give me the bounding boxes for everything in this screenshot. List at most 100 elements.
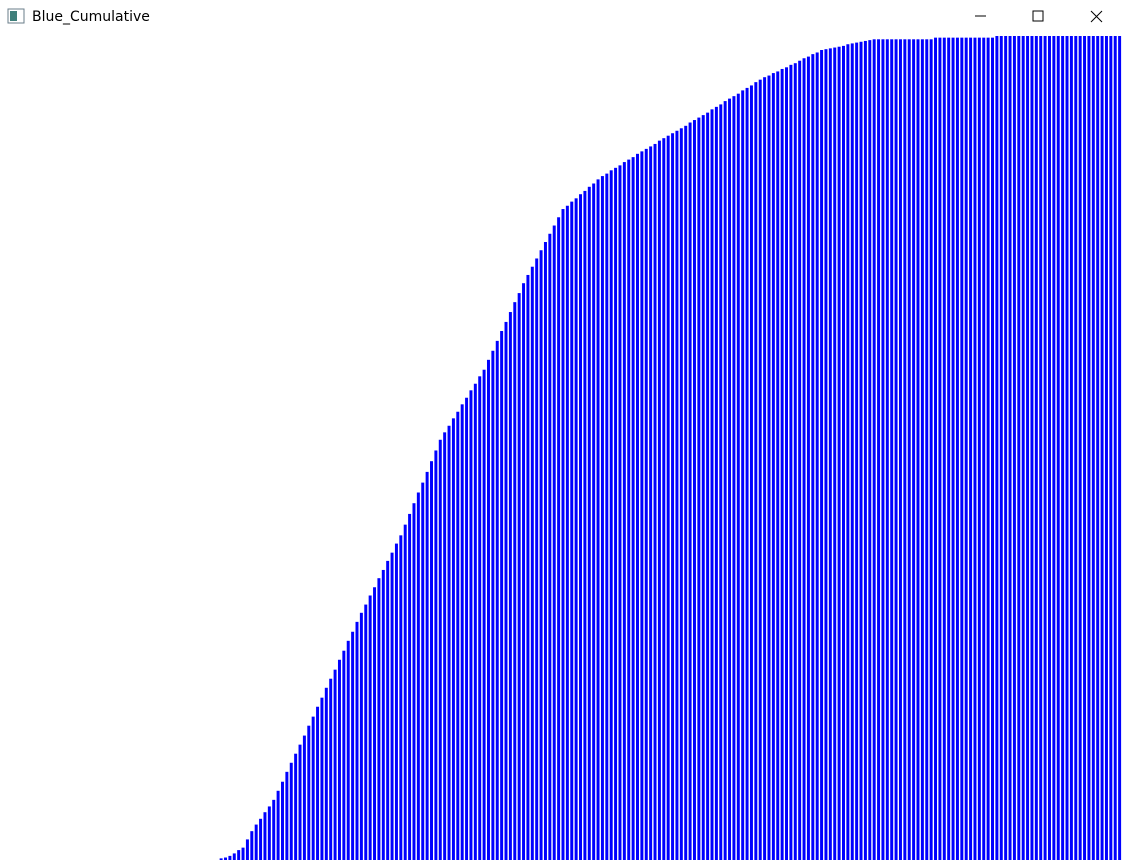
bar xyxy=(828,48,832,861)
bar xyxy=(863,40,867,861)
bar xyxy=(934,37,938,860)
bar xyxy=(1039,36,1043,860)
bar xyxy=(1052,36,1056,860)
bar xyxy=(337,659,341,860)
bar xyxy=(421,482,425,860)
bar xyxy=(425,471,429,860)
bar xyxy=(815,52,819,861)
bar xyxy=(912,39,916,860)
bar xyxy=(1078,36,1082,860)
bar xyxy=(999,36,1003,860)
bar xyxy=(1047,36,1051,860)
bar xyxy=(732,96,736,861)
bar xyxy=(728,98,732,860)
bar xyxy=(583,190,587,861)
bar xyxy=(916,39,920,860)
bar xyxy=(390,552,394,860)
bar xyxy=(342,650,346,860)
bar xyxy=(565,205,569,860)
bar xyxy=(1034,36,1038,860)
bar xyxy=(386,560,390,860)
bar xyxy=(495,340,499,860)
bar xyxy=(351,631,355,860)
bar xyxy=(245,839,249,860)
bar xyxy=(964,37,968,860)
bar xyxy=(539,250,543,861)
bar xyxy=(833,47,837,860)
bar xyxy=(377,578,381,860)
bar xyxy=(285,771,289,860)
bar xyxy=(447,425,451,860)
bar xyxy=(925,39,929,860)
bar xyxy=(692,120,696,861)
bar xyxy=(763,77,767,860)
bar xyxy=(1017,36,1021,860)
bar xyxy=(451,418,455,860)
bar xyxy=(570,201,574,860)
window-title: Blue_Cumulative xyxy=(32,9,150,25)
bar xyxy=(456,411,460,860)
bar xyxy=(1021,36,1025,860)
bar xyxy=(500,330,504,860)
bar xyxy=(272,799,276,860)
bar xyxy=(224,857,228,860)
bar xyxy=(741,90,745,860)
bar xyxy=(885,39,889,860)
bar xyxy=(785,67,789,860)
bar xyxy=(486,359,490,860)
bar xyxy=(1056,36,1060,860)
bar xyxy=(977,37,981,860)
bar xyxy=(438,439,442,860)
bar xyxy=(894,39,898,860)
bar xyxy=(890,39,894,860)
bar xyxy=(478,376,482,860)
bar xyxy=(469,390,473,860)
bar xyxy=(881,39,885,860)
bar xyxy=(530,266,534,861)
bar xyxy=(460,404,464,860)
bar xyxy=(991,37,994,860)
bar xyxy=(1030,36,1034,860)
bar xyxy=(307,725,311,860)
bar xyxy=(662,138,666,860)
bar xyxy=(798,60,802,861)
bar xyxy=(465,397,469,860)
bar xyxy=(399,535,403,860)
bar xyxy=(679,128,683,861)
bar xyxy=(802,58,806,861)
bar xyxy=(311,716,315,860)
bar xyxy=(237,850,241,860)
bar xyxy=(622,162,626,860)
maximize-button[interactable] xyxy=(1032,10,1044,22)
bar xyxy=(701,115,705,860)
close-button[interactable] xyxy=(1090,10,1103,23)
bar xyxy=(430,461,433,860)
bar xyxy=(232,853,236,860)
bar xyxy=(609,170,613,860)
bar xyxy=(767,75,771,860)
bar xyxy=(324,687,328,860)
bar xyxy=(364,604,368,860)
bar xyxy=(517,293,521,860)
bar xyxy=(1100,36,1104,860)
bar xyxy=(714,106,718,860)
bar xyxy=(1096,36,1100,860)
bar xyxy=(522,283,526,860)
bar xyxy=(776,71,780,860)
bar xyxy=(281,781,284,860)
bar xyxy=(355,621,359,860)
bar xyxy=(491,350,495,860)
bar xyxy=(259,818,263,860)
bar xyxy=(320,697,324,860)
bar xyxy=(241,847,245,860)
bar xyxy=(793,63,797,860)
bar xyxy=(508,312,512,860)
bar xyxy=(548,233,552,860)
bar xyxy=(1012,36,1016,860)
bar xyxy=(868,40,872,861)
bar xyxy=(1004,36,1008,860)
bar xyxy=(789,64,793,861)
bar xyxy=(640,151,644,861)
app-icon xyxy=(7,8,25,24)
bar xyxy=(381,569,385,860)
